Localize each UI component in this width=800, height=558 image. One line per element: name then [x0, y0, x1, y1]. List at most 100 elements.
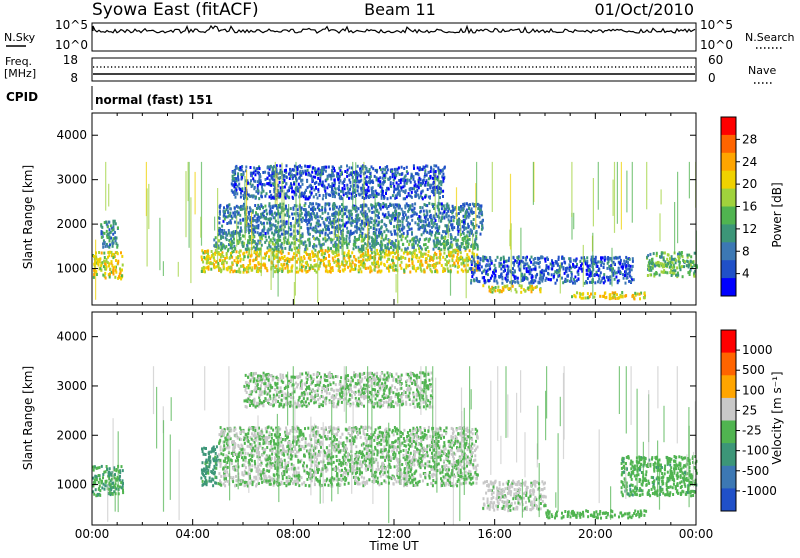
data-cell: [466, 253, 468, 256]
data-cell: [679, 263, 681, 266]
data-cell: [639, 297, 641, 300]
data-cell: [581, 297, 583, 300]
data-cell: [285, 259, 287, 262]
data-cell: [231, 261, 233, 264]
data-cell: [309, 241, 311, 244]
data-cell: [309, 196, 311, 199]
data-cell: [314, 182, 316, 185]
data-streak: [317, 252, 318, 303]
data-cell: [410, 195, 412, 198]
data-cell: [428, 171, 430, 174]
data-cell: [646, 256, 648, 259]
data-streak: [281, 163, 282, 230]
data-cell: [386, 171, 388, 174]
data-cell: [300, 226, 302, 229]
data-cell: [386, 260, 388, 263]
data-cell: [627, 261, 629, 264]
data-cell: [318, 167, 320, 170]
data-cell: [614, 291, 616, 294]
data-streak: [271, 249, 272, 290]
data-cell: [357, 189, 359, 192]
data-cell: [205, 267, 207, 270]
data-cell: [406, 219, 408, 222]
data-cell: [470, 245, 472, 248]
data-cell: [336, 264, 338, 267]
data-cell: [474, 261, 476, 264]
data-streak: [466, 259, 467, 298]
data-cell: [385, 234, 387, 237]
data-cell: [366, 218, 368, 221]
data-cell: [254, 264, 256, 267]
data-cell: [115, 242, 117, 245]
data-cell: [447, 267, 449, 270]
data-cell: [402, 218, 404, 221]
data-cell: [238, 211, 240, 214]
data-cell: [335, 248, 337, 251]
data-cell: [382, 206, 384, 209]
data-cell: [411, 233, 413, 236]
data-cell: [442, 173, 444, 176]
data-cell: [380, 240, 382, 243]
data-cell: [281, 270, 283, 273]
data-cell: [414, 207, 416, 210]
data-cell: [332, 166, 334, 169]
data-cell: [336, 225, 338, 228]
data-cell: [425, 248, 427, 251]
data-cell: [254, 186, 256, 189]
data-cell: [260, 213, 262, 216]
data-cell: [328, 236, 330, 239]
data-cell: [365, 235, 367, 238]
data-cell: [232, 184, 234, 187]
data-cell: [423, 166, 425, 169]
data-cell: [413, 187, 415, 190]
data-cell: [464, 227, 466, 230]
data-cell: [268, 182, 270, 185]
data-cell: [281, 252, 283, 255]
data-cell: [355, 258, 357, 261]
data-cell: [632, 265, 634, 268]
data-cell: [224, 210, 226, 213]
data-cell: [629, 274, 631, 277]
data-cell: [261, 195, 263, 198]
data-cell: [112, 233, 114, 236]
data-cell: [258, 215, 260, 218]
data-cell: [304, 170, 306, 173]
data-cell: [314, 264, 316, 267]
data-cell: [291, 190, 293, 193]
data-cell: [298, 183, 300, 186]
data-streak: [190, 197, 191, 283]
data-cell: [297, 271, 299, 274]
data-cell: [288, 260, 290, 263]
data-cell: [443, 210, 445, 213]
data-cell: [487, 260, 489, 263]
data-cell: [643, 292, 645, 295]
data-cell: [507, 287, 509, 290]
data-cell: [634, 292, 636, 295]
data-cell: [694, 252, 696, 255]
data-cell: [429, 197, 431, 200]
data-cell: [240, 173, 242, 176]
freq-tick-top: 18: [63, 53, 78, 67]
data-cell: [264, 241, 266, 244]
data-cell: [617, 281, 619, 284]
data-cell: [340, 190, 342, 193]
data-cell: [570, 280, 572, 283]
data-cell: [469, 249, 471, 252]
data-cell: [370, 203, 372, 206]
data-cell: [386, 165, 388, 168]
data-cell: [366, 175, 368, 178]
data-cell: [215, 243, 217, 246]
data-cell: [214, 266, 216, 269]
data-cell: [290, 222, 292, 225]
data-cell: [450, 236, 452, 239]
data-cell: [468, 256, 470, 259]
data-cell: [446, 240, 448, 243]
data-cell: [448, 259, 450, 262]
data-cell: [445, 263, 447, 266]
data-cell: [389, 204, 391, 207]
data-cell: [482, 284, 484, 287]
data-cell: [344, 225, 346, 228]
data-cell: [382, 190, 384, 193]
data-cell: [114, 231, 116, 234]
data-cell: [253, 240, 255, 243]
